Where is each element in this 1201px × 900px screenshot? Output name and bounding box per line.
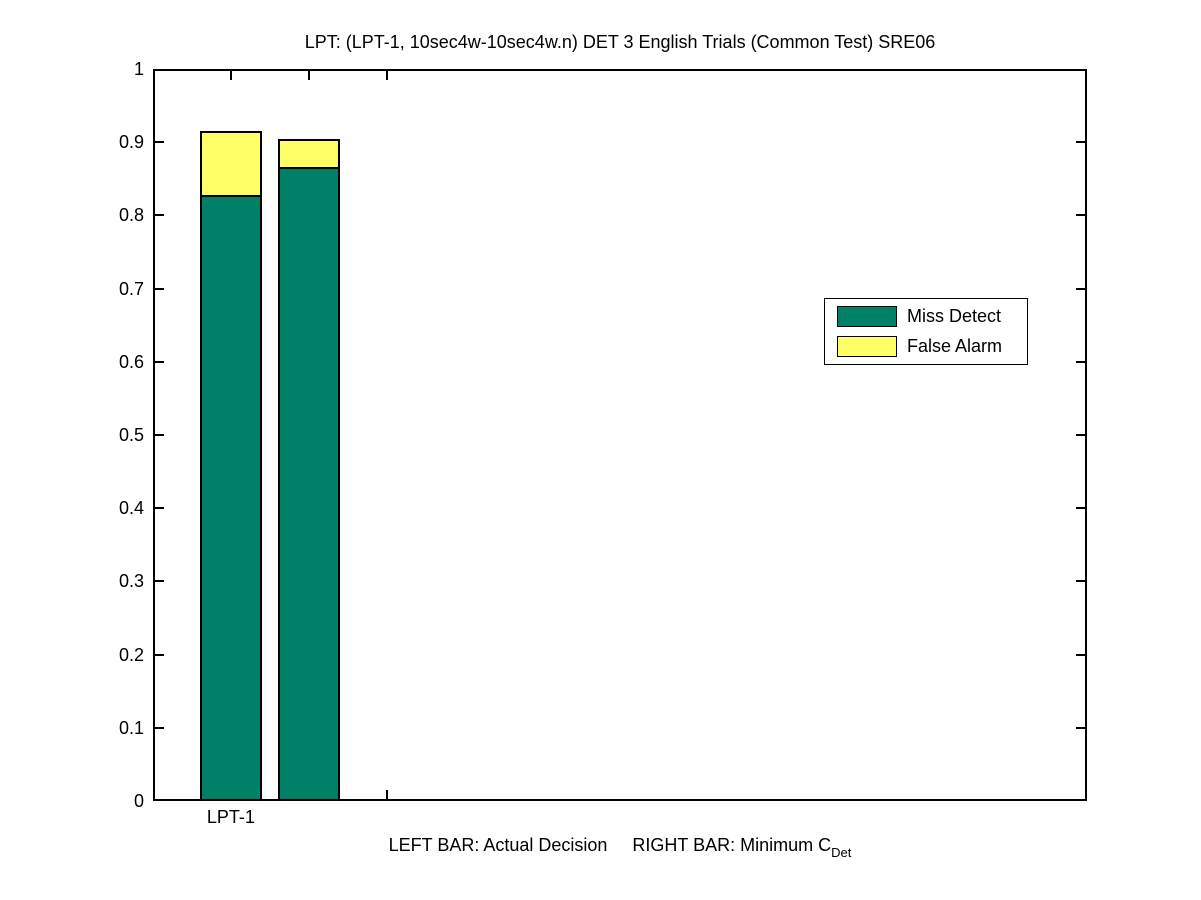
y-tick-mark-left bbox=[155, 287, 164, 290]
y-tick-label: 0.5 bbox=[118, 425, 144, 445]
y-tick-label: 0.6 bbox=[118, 351, 144, 372]
y-tick-mark-left bbox=[155, 141, 164, 144]
x-axis-label-subscript: Det bbox=[831, 845, 852, 860]
x-tick-mark-bottom bbox=[385, 790, 388, 799]
x-tick-mark-top bbox=[385, 71, 388, 80]
bar-actual-decision-miss-detect-segment bbox=[199, 194, 262, 801]
legend-label-miss-detect: Miss Detect bbox=[907, 306, 1002, 326]
bar-minimum-cdet-miss-detect-segment bbox=[277, 167, 340, 801]
y-tick-mark-right bbox=[1076, 726, 1085, 729]
legend-swatch-false-alarm bbox=[837, 336, 897, 357]
y-tick-mark-left bbox=[155, 580, 164, 583]
y-tick-label: 1 bbox=[133, 59, 144, 79]
y-tick-mark-left bbox=[155, 360, 164, 363]
x-tick-label: LPT-1 bbox=[206, 807, 255, 827]
y-tick-label: 0.2 bbox=[118, 644, 144, 665]
y-tick-mark-right bbox=[1076, 434, 1085, 436]
y-tick-mark-left bbox=[155, 434, 164, 436]
bar-minimum-cdet-false-alarm-segment bbox=[277, 138, 340, 168]
legend-swatch-miss-detect bbox=[837, 306, 897, 327]
x-axis-label-left: LEFT BAR: Actual Decision bbox=[388, 835, 608, 855]
y-tick-mark-left bbox=[155, 653, 164, 656]
y-tick-label: 0 bbox=[133, 791, 144, 811]
y-tick-mark-right bbox=[1076, 141, 1085, 144]
x-axis-label: LEFT BAR: Actual Decision RIGHT BAR: Mini… bbox=[153, 834, 1087, 860]
chart-title: LPT: (LPT-1, 10sec4w-10sec4w.n) DET 3 En… bbox=[304, 32, 936, 52]
y-tick-mark-left bbox=[155, 507, 164, 510]
x-axis-label-right: RIGHT BAR: Minimum C bbox=[632, 835, 832, 855]
y-tick-label: 0.1 bbox=[118, 717, 144, 738]
x-tick-mark-top bbox=[307, 71, 310, 80]
y-tick-mark-right bbox=[1076, 653, 1085, 656]
y-tick-label: 0.4 bbox=[118, 498, 144, 519]
y-tick-mark-right bbox=[1076, 580, 1085, 583]
y-tick-mark-left bbox=[155, 726, 164, 729]
y-tick-mark-right bbox=[1076, 287, 1085, 290]
y-tick-label: 0.7 bbox=[118, 278, 144, 299]
y-tick-mark-left bbox=[155, 214, 164, 217]
legend-label-false-alarm: False Alarm bbox=[907, 336, 1003, 356]
x-tick-mark-top bbox=[229, 71, 232, 80]
y-tick-mark-right bbox=[1076, 507, 1085, 510]
y-tick-label: 0.3 bbox=[118, 571, 144, 592]
y-tick-label: 0.9 bbox=[118, 132, 144, 153]
y-tick-mark-right bbox=[1076, 214, 1085, 217]
y-tick-label: 0.8 bbox=[118, 205, 144, 226]
legend: Miss Detect False Alarm bbox=[824, 298, 1028, 365]
bar-actual-decision-false-alarm-segment bbox=[199, 131, 262, 195]
y-tick-mark-right bbox=[1076, 360, 1085, 363]
